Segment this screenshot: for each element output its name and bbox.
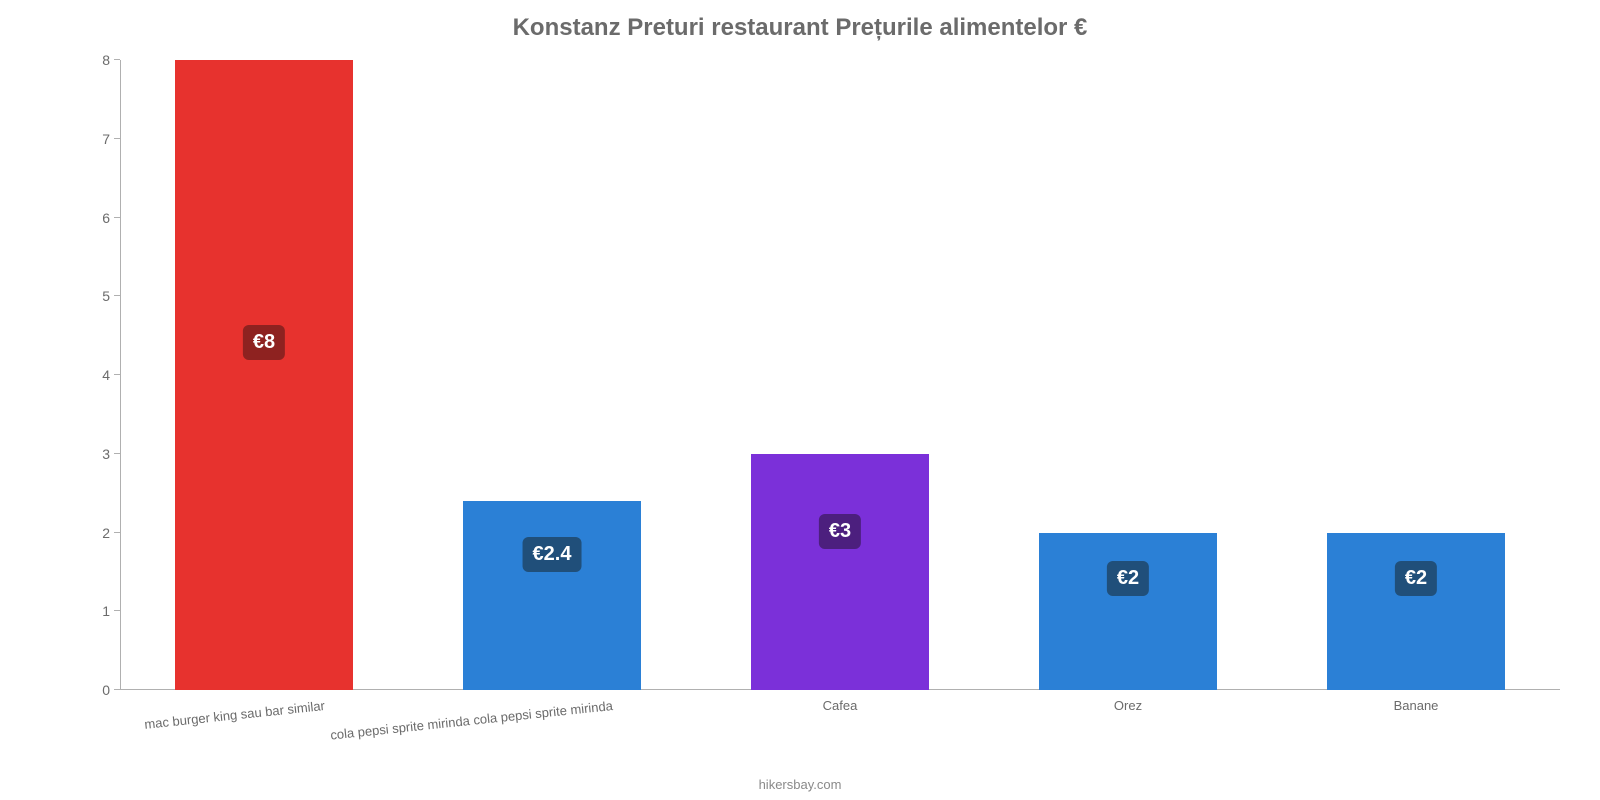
chart-title: Konstanz Preturi restaurant Prețurile al… — [0, 0, 1600, 42]
y-tick-label: 8 — [80, 52, 110, 68]
bar: €3 — [751, 454, 930, 690]
bar: €2 — [1327, 533, 1506, 691]
bar-value-label: €3 — [819, 514, 861, 549]
y-tick-label: 4 — [80, 367, 110, 383]
bar: €2.4 — [463, 501, 642, 690]
plot-area: 012345678 €8€2.4€3€2€2 — [120, 60, 1560, 690]
chart-container: Konstanz Preturi restaurant Prețurile al… — [0, 0, 1600, 800]
y-tick-label: 0 — [80, 682, 110, 698]
y-tick-label: 7 — [80, 131, 110, 147]
bar: €2 — [1039, 533, 1218, 691]
y-tick-label: 3 — [80, 446, 110, 462]
x-tick-label: Banane — [1394, 698, 1439, 713]
bar-value-label: €2 — [1395, 561, 1437, 596]
bar: €8 — [175, 60, 354, 690]
x-tick-label: cola pepsi sprite mirinda cola pepsi spr… — [330, 698, 614, 743]
x-tick-label: Orez — [1114, 698, 1142, 713]
bar-value-label: €2.4 — [523, 537, 582, 572]
bar-value-label: €2 — [1107, 561, 1149, 596]
bar-value-label: €8 — [243, 325, 285, 360]
y-tick-label: 2 — [80, 525, 110, 541]
y-tick-label: 6 — [80, 210, 110, 226]
bars-group: €8 €2.4 €3 €2 €2 — [120, 60, 1560, 690]
y-tick-label: 5 — [80, 288, 110, 304]
credit-text: hikersbay.com — [759, 777, 842, 792]
y-tick-label: 1 — [80, 603, 110, 619]
x-tick-label: mac burger king sau bar similar — [144, 698, 326, 732]
x-tick-label: Cafea — [823, 698, 858, 713]
x-axis-labels: mac burger king sau bar similarcola peps… — [120, 692, 1560, 752]
